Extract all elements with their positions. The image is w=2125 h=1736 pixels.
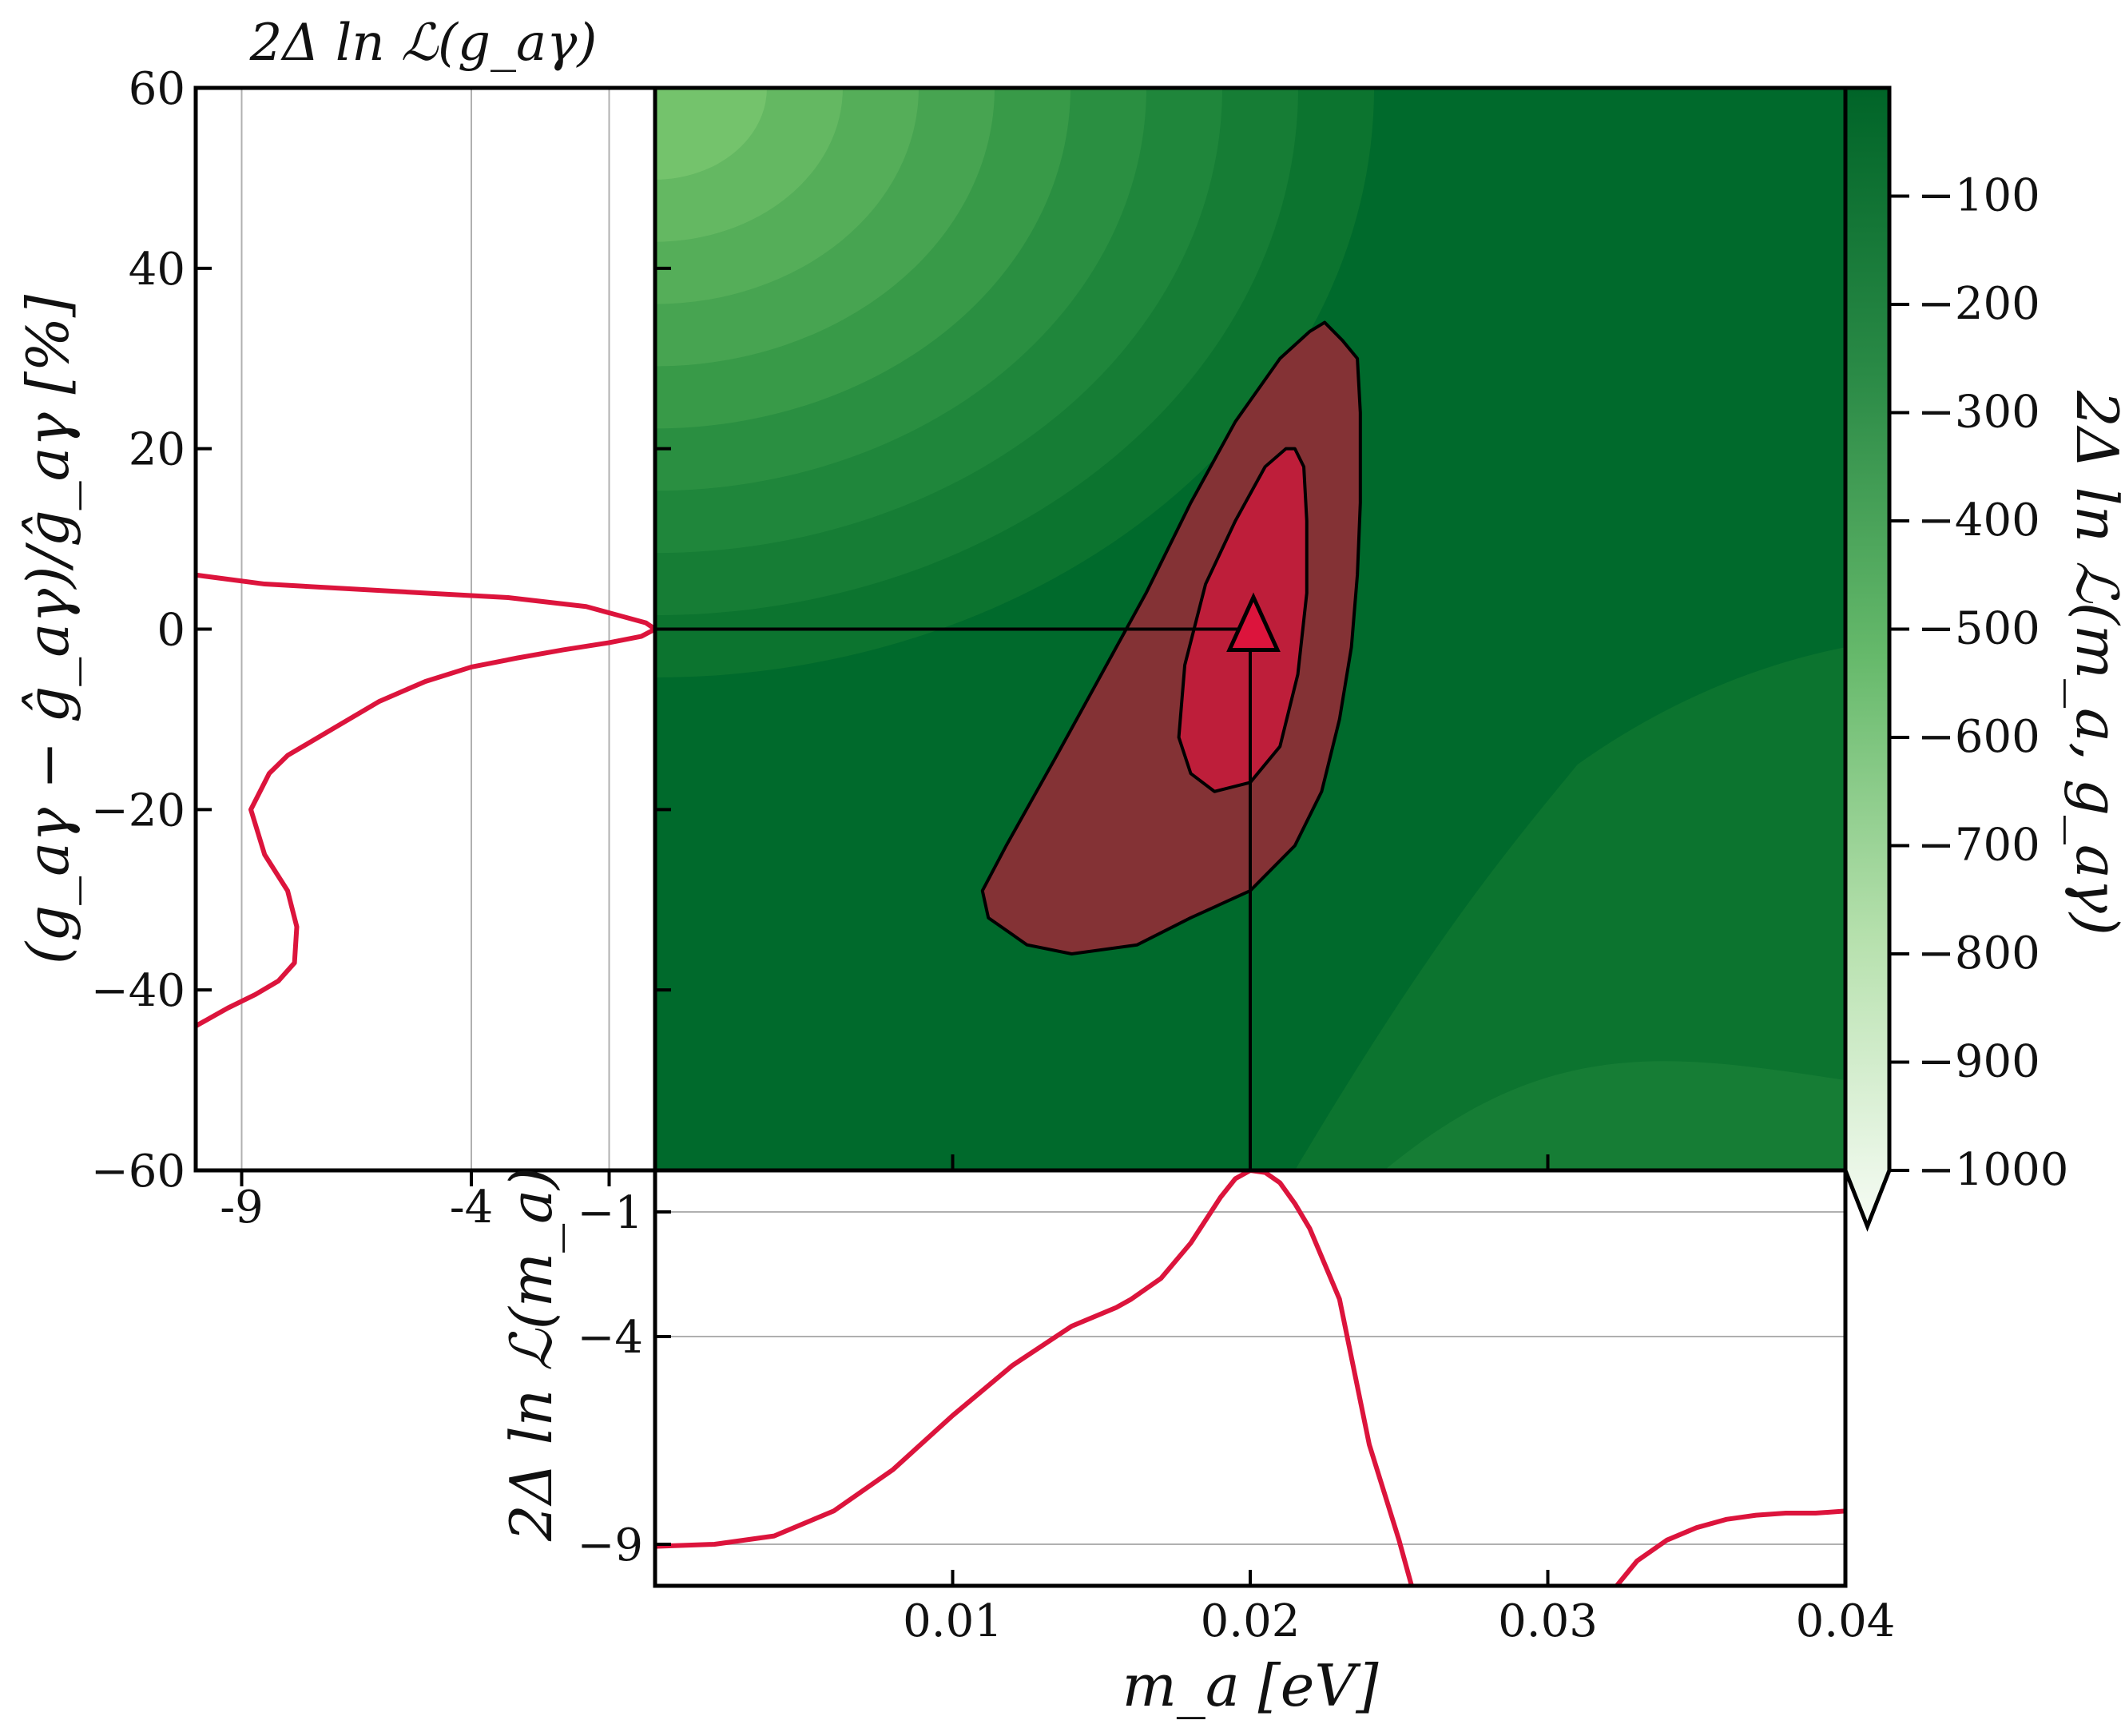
- colorbar-tick-label: −300: [1917, 387, 2040, 439]
- heatmap-level: [1384, 1061, 1845, 1170]
- heatmap-level: [655, 88, 767, 180]
- ytick-label: −60: [91, 1146, 185, 1198]
- ytick-label: −40: [91, 965, 185, 1017]
- coupling-profile-xticks: -9 -4: [220, 1170, 611, 1233]
- mass-profile-line: [1613, 1508, 1845, 1586]
- colorbar-tick-label: −100: [1917, 170, 2040, 222]
- best-fit-marker: [1226, 592, 1281, 652]
- mass-profile-axis-label: 2Δ ln ℒ(m_a): [498, 1167, 565, 1542]
- coupling-profile-title: 2Δ ln ℒ(g_aγ): [249, 14, 598, 73]
- left-plot-frame: [193, 85, 657, 1173]
- ytick-label: −20: [91, 785, 185, 836]
- coupling-profile-line: [196, 572, 655, 1028]
- coupling-profile-panel: -9 -4 60 40 20 0 −20 −40 −60 2Δ ln ℒ(g_aγ) (g_a…: [14, 14, 671, 1233]
- ytick-label: 60: [129, 63, 185, 115]
- xtick-label: 0.02: [1201, 1595, 1301, 1647]
- best-fit-crosshair: [655, 592, 1281, 1170]
- colorbar-ticks: −100 −200 −300 −400 −500 −600 −700 −800 −900 −100…: [1889, 170, 2068, 1196]
- mass-profile-line: [655, 1170, 1415, 1586]
- colorbar-tick-label: −800: [1917, 928, 2040, 979]
- bottom-ytick-label: −1: [577, 1187, 643, 1239]
- colorbar-tick-label: −200: [1917, 278, 2040, 330]
- colorbar-tick-label: −900: [1917, 1036, 2040, 1088]
- colorbar-tick-label: −400: [1917, 495, 2040, 546]
- xtick-label: 0.01: [903, 1595, 1003, 1647]
- colorbar-tick-label: −700: [1917, 820, 2040, 872]
- coupling-profile-curve: [196, 572, 655, 1028]
- mass-xticks: 0.01 0.02 0.03 0.04: [903, 1154, 1895, 1647]
- mass-profile-curve: [655, 1170, 1845, 1586]
- coupling-yticks: 60 40 20 0 −20 −40 −60: [91, 63, 671, 1198]
- bottom-plot-frame: [653, 1168, 1848, 1588]
- mass-profile-yticks: −1 −4 −9: [577, 1187, 671, 1571]
- colorbar: −100 −200 −300 −400 −500 −600 −700 −800 −900 −100…: [1843, 85, 2125, 1232]
- colorbar-frame: [1843, 85, 1892, 1232]
- xtick-label: 0.03: [1498, 1595, 1598, 1647]
- ytick-label: 40: [129, 244, 185, 296]
- bottom-ytick-label: −4: [577, 1312, 643, 1364]
- ytick-label: 20: [129, 424, 185, 476]
- xtick-label: 0.04: [1796, 1595, 1896, 1647]
- colorbar-label: 2Δ ln ℒ(m_a, g_aγ): [2063, 390, 2125, 936]
- ytick-label: 0: [157, 605, 185, 657]
- coupling-axis-label: (g_aγ − ĝ_aγ)/ĝ_aγ [%]: [14, 294, 81, 964]
- mass-axis-label: m_a [eV]: [1122, 1652, 1380, 1719]
- joint-likelihood-panel: [653, 85, 1848, 1173]
- coupling-profile-grid: [240, 88, 610, 1170]
- heatmap-level: [1294, 647, 1845, 1170]
- left-xtick-label: -4: [450, 1182, 494, 1233]
- colorbar-tick-label: −600: [1917, 711, 2040, 763]
- colorbar-tick-label: −1000: [1917, 1144, 2068, 1196]
- mass-profile-grid: [655, 1211, 1845, 1545]
- left-xtick-label: -9: [220, 1182, 264, 1233]
- likelihood-heatmap: [655, 88, 1845, 1170]
- bottom-ytick-label: −9: [577, 1519, 643, 1571]
- mass-profile-panel: −1 −4 −9 0.01 0.02 0.03 0.04 2Δ ln ℒ(m_a) m_a…: [498, 1154, 1895, 1719]
- colorbar-gradient: [1845, 88, 1889, 1226]
- colorbar-tick-label: −500: [1917, 603, 2040, 655]
